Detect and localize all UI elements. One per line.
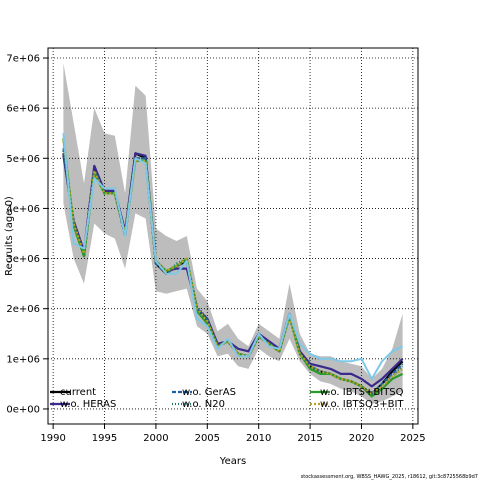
x-tick-label: 1990 <box>40 433 65 444</box>
legend-label: w.o. HERAS <box>60 399 116 410</box>
legend-item: w.o. IBTS+BITSQ <box>310 387 404 398</box>
legend-label: w.o. IBTSQ3+BIT <box>320 399 404 410</box>
legend-item: w.o. IBTSQ3+BIT <box>310 399 404 410</box>
legend-item: w.o. N20 <box>172 399 225 410</box>
y-axis: 0e+00 1e+06 2e+06 3e+06 4e+06 5e+06 6e+06 7e+06 <box>6 54 48 415</box>
x-axis: 1990 1995 2000 2005 2010 2015 2020 2025 <box>40 424 426 444</box>
x-tick-label: 2005 <box>195 433 220 444</box>
plot-frame <box>47 47 419 425</box>
legend-label: w.o. GerAS <box>182 387 236 398</box>
legend-label: w.o. IBTS+BITSQ <box>320 387 404 398</box>
footer-credit: stockassessment.org, WBSS_HAWG_2025, r18… <box>301 474 478 480</box>
x-tick-label: 2025 <box>400 433 425 444</box>
y-tick-label: 7e+06 <box>6 54 40 65</box>
y-tick-label: 0e+00 <box>6 404 40 415</box>
series-layer <box>62 133 404 398</box>
y-axis-title: Recruits (age 0) <box>4 196 15 276</box>
series-line-w-o-ibtsq3-bit <box>62 140 404 395</box>
y-tick-label: 1e+06 <box>6 354 40 365</box>
legend-label: current <box>60 387 96 398</box>
x-tick-label: 2015 <box>297 433 322 444</box>
legend-item: w.o. GerAS <box>172 387 236 398</box>
x-axis-title: Years <box>219 456 246 467</box>
x-tick-label: 2020 <box>349 433 374 444</box>
legend-label: w.o. N20 <box>182 399 225 410</box>
y-tick-label: 6e+06 <box>6 104 40 115</box>
legend-item: current <box>50 387 96 398</box>
y-tick-label: 3e+06 <box>6 254 40 265</box>
legend-item: w.o. HERAS <box>50 399 116 410</box>
x-tick-label: 2010 <box>246 433 271 444</box>
confidence-band <box>63 63 403 404</box>
confidence-band-layer <box>63 63 403 404</box>
series-line-unlabeled <box>62 133 404 380</box>
x-tick-label: 1995 <box>92 433 117 444</box>
y-tick-label: 5e+06 <box>6 154 40 165</box>
y-tick-label: 2e+06 <box>6 304 40 315</box>
x-tick-label: 2000 <box>143 433 168 444</box>
y-tick-label: 4e+06 <box>6 204 40 215</box>
